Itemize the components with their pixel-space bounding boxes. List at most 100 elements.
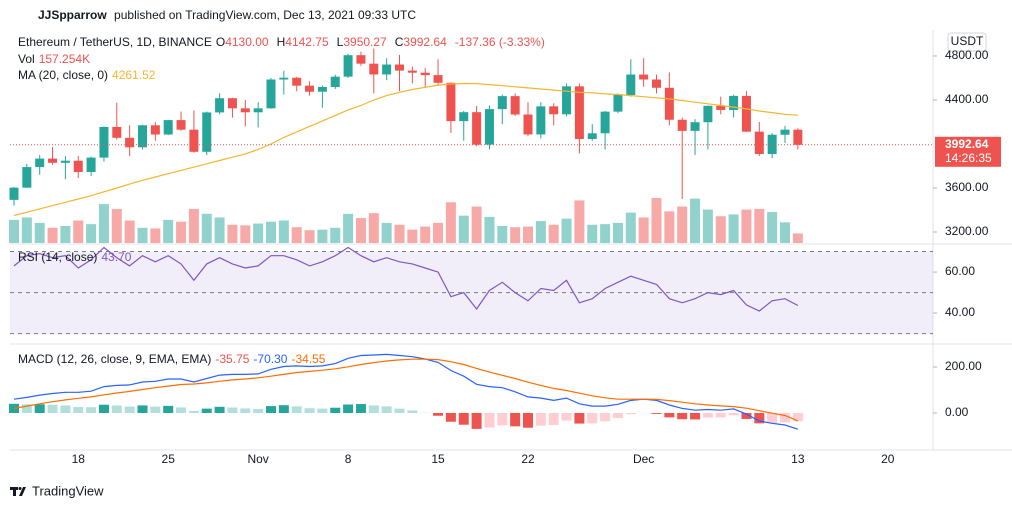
candle-body: [407, 70, 417, 73]
volume-bar: [587, 224, 598, 243]
macd-histogram-bar: [510, 412, 521, 427]
y-tick-label: 0.00: [945, 405, 969, 419]
candle-body: [9, 187, 19, 200]
candle-body: [189, 129, 199, 152]
volume-bar: [34, 222, 45, 243]
x-tick-label: Nov: [247, 452, 268, 466]
macd-histogram-bar: [792, 412, 803, 422]
footer-brand: TradingView: [32, 483, 104, 498]
candle-body: [240, 108, 250, 113]
volume-bar: [484, 216, 495, 243]
macd-histogram-bar: [227, 407, 238, 413]
ohlc-key: L: [336, 35, 344, 49]
candle-body: [472, 112, 482, 145]
y-tick-label: 4800.00: [945, 48, 989, 62]
volume-bar: [741, 209, 752, 243]
currency-button[interactable]: [947, 32, 987, 52]
x-tick-label: Dec: [633, 452, 654, 466]
ohlc-item: L3950.27: [337, 35, 391, 49]
macd-histogram-bar: [253, 409, 264, 413]
ohlc-value: 3950.27: [343, 35, 387, 49]
volume-bar: [73, 220, 84, 243]
candle-body: [587, 133, 597, 140]
candle-body: [549, 106, 559, 115]
volume-bar: [497, 225, 508, 243]
macd-histogram-bar: [291, 406, 302, 413]
macd-histogram-bar: [445, 412, 456, 422]
macd-histogram-bar: [767, 412, 778, 424]
volume-bar: [291, 227, 302, 243]
candle-body: [780, 129, 790, 135]
macd-histogram-bar: [625, 412, 636, 415]
x-tick-label: 8: [345, 452, 352, 466]
macd-histogram-bar: [523, 412, 533, 428]
candle-body: [600, 111, 610, 134]
candle-body: [112, 126, 122, 138]
macd-histogram-bar: [394, 408, 405, 413]
macd-histogram-bar: [73, 407, 84, 413]
footer-logo: [10, 487, 26, 496]
volume-bar: [600, 224, 611, 243]
macd-histogram-bar: [780, 412, 790, 423]
volume-bar: [253, 223, 264, 243]
volume-bar: [510, 227, 521, 243]
macd-histogram-bar: [548, 412, 559, 425]
candle-body: [60, 160, 70, 163]
macd-histogram-bar: [60, 405, 71, 413]
volume-bar: [394, 224, 405, 243]
macd-histogram-bar: [137, 405, 148, 413]
volume-legend: Vol 157.254K: [18, 52, 94, 66]
candle-body: [497, 96, 507, 110]
macd-histogram-bar: [368, 405, 379, 413]
candle-body: [317, 86, 327, 92]
ma-value: 4261.52: [112, 68, 156, 82]
candle-body: [626, 74, 636, 96]
x-tick-label: 18: [72, 452, 86, 466]
candle-body: [253, 108, 263, 113]
y-tick-label: 40.00: [945, 305, 975, 319]
candle-body: [639, 74, 649, 80]
publish-info: JJSpparrow published on TradingView.com,…: [38, 8, 420, 22]
volume-bar: [86, 224, 97, 243]
rsi-legend: RSI (14, close) 43.70: [18, 250, 135, 264]
x-tick-label: 22: [521, 452, 535, 466]
macd-histogram-bar: [664, 412, 675, 418]
volume-bar: [651, 198, 662, 243]
ohlc-item: O4130.00: [216, 35, 273, 49]
ohlc-item: C3992.64: [395, 35, 451, 49]
volume-bar: [9, 219, 19, 243]
macd-line-value: -70.30: [253, 352, 288, 366]
macd-histogram-bar: [240, 408, 251, 413]
volume-bar: [266, 221, 276, 243]
macd-histogram-bar: [651, 412, 662, 414]
candle-body: [433, 75, 443, 83]
macd-signal-value: -34.55: [291, 352, 326, 366]
volume-bar: [304, 230, 315, 243]
macd-histogram-bar: [176, 407, 187, 413]
candle-body: [690, 122, 700, 131]
volume-bar: [343, 213, 354, 243]
volume-bar: [355, 218, 366, 243]
ohlc-key: H: [276, 35, 286, 49]
candle-body: [613, 95, 623, 112]
x-tick-label: 20: [881, 452, 895, 466]
candle-body: [523, 114, 533, 135]
volume-bar: [433, 222, 444, 243]
volume-name: Vol: [18, 52, 35, 66]
macd-name: MACD (12, 26, close, 9, EMA, EMA): [18, 352, 212, 366]
volume-bar: [278, 220, 289, 243]
macd-histogram-bar: [728, 412, 739, 416]
volume-bar: [445, 202, 456, 243]
candle-body: [536, 106, 546, 135]
macd-histogram-bar: [407, 410, 418, 413]
currency-label[interactable]: USDT: [951, 34, 984, 48]
symbol-title: Ethereum / TetherUS, 1D, BINANCE: [18, 35, 212, 49]
candle-body: [138, 125, 147, 148]
candle-body: [215, 98, 225, 113]
macd-line: [13, 353, 799, 430]
volume-bar: [330, 227, 341, 243]
volume-bar: [240, 225, 251, 243]
candle-body: [562, 86, 572, 115]
candle-body: [420, 72, 430, 76]
